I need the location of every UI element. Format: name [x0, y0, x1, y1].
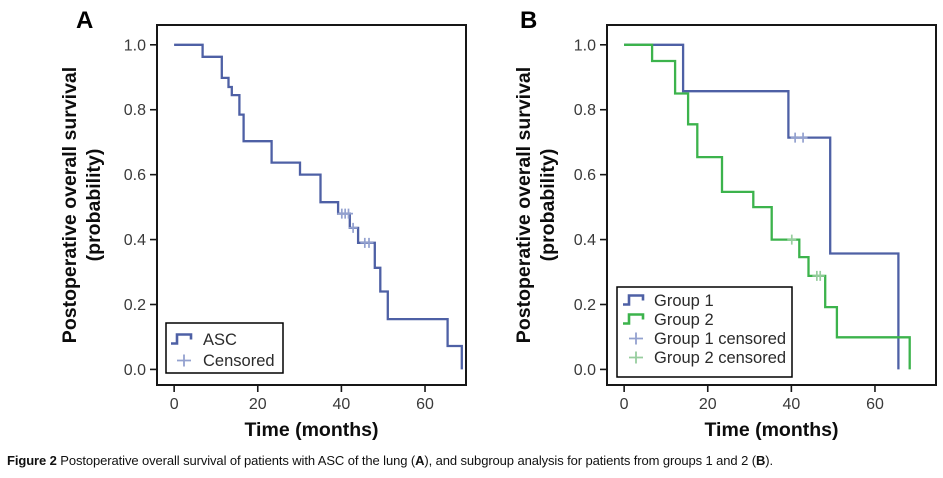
legend-plus-glyph	[177, 354, 191, 367]
legend-step-glyph	[623, 313, 645, 325]
x-tick-label: 0	[620, 396, 629, 413]
y-tick-label: 0.8	[574, 102, 596, 119]
censored-mark	[348, 222, 358, 233]
legend-box	[616, 286, 793, 378]
legend-label: Group 1 censored	[654, 330, 786, 348]
caption-segment: ), and subgroup analysis for patients fr…	[424, 453, 756, 468]
plot-frame	[156, 24, 467, 386]
plot-frame	[606, 24, 937, 386]
censored-mark	[815, 270, 825, 281]
x-tick-label: 60	[866, 396, 884, 413]
caption-segment: ).	[765, 453, 773, 468]
panel-b-chart: 0.0 0.2 0.4 0.6 0.8 1.0 0 20 40 60 Time (months) Po…	[513, 7, 937, 441]
y-tick-label: 0.0	[124, 362, 146, 379]
y-tick-label: 0.6	[124, 167, 146, 184]
legend-label: Group 2 censored	[654, 349, 786, 367]
y-tick-label: 0.0	[574, 362, 596, 379]
y-axis-title-line: (probability)	[537, 149, 559, 262]
y-tick-label: 0.6	[574, 167, 596, 184]
x-tick-label: 60	[416, 396, 434, 413]
legend-label: Censored	[203, 352, 275, 370]
panel-letter: B	[520, 7, 537, 34]
y-tick-label: 1.0	[574, 37, 596, 54]
x-tick-label: 20	[699, 396, 717, 413]
censored-mark	[787, 234, 797, 245]
y-tick-label: 0.2	[574, 297, 596, 314]
legend-plus-glyph	[629, 351, 643, 364]
censored-mark	[364, 237, 374, 248]
x-tick-label: 0	[170, 396, 179, 413]
x-tick-label: 20	[249, 396, 267, 413]
figure-caption: Figure 2 Postoperative overall survival …	[7, 453, 937, 469]
x-axis-title: Time (months)	[705, 419, 839, 441]
y-axis-title-line: Postoperative overall survival	[59, 67, 81, 343]
caption-segment: A	[415, 453, 425, 468]
caption-segment: Postoperative overall survival of patien…	[56, 453, 416, 468]
panel-a-chart: 0.0 0.2 0.4 0.6 0.8 1.0 0 20 40 60 Time (months) Po…	[59, 7, 467, 441]
y-axis-title-line: (probability)	[83, 149, 105, 262]
legend-label: Group 1	[654, 292, 714, 310]
legend-step-glyph	[171, 333, 193, 345]
y-tick-label: 0.4	[124, 232, 146, 249]
legend-label: ASC	[203, 331, 237, 349]
legend-plus-glyph	[629, 332, 643, 345]
legend-step-glyph	[623, 294, 645, 306]
censored-mark	[344, 208, 354, 219]
panel-letter: A	[76, 7, 93, 34]
legend-label: Group 2	[654, 311, 714, 329]
y-axis-title-line: Postoperative overall survival	[513, 67, 535, 343]
survival-curve-group-2	[624, 43, 911, 370]
censored-mark	[790, 132, 800, 143]
censored-mark	[798, 132, 808, 143]
x-axis-title: Time (months)	[245, 419, 379, 441]
y-tick-label: 0.8	[124, 102, 146, 119]
y-tick-label: 0.4	[574, 232, 596, 249]
survival-curve-group-1	[624, 43, 900, 370]
x-tick-label: 40	[332, 396, 350, 413]
caption-segment: Figure 2	[7, 453, 57, 468]
y-tick-label: 1.0	[124, 37, 146, 54]
x-tick-label: 40	[782, 396, 800, 413]
caption-segment: B	[755, 453, 766, 468]
legend-box	[165, 322, 284, 374]
survival-curve-asc	[174, 43, 463, 370]
y-tick-label: 0.2	[124, 297, 146, 314]
